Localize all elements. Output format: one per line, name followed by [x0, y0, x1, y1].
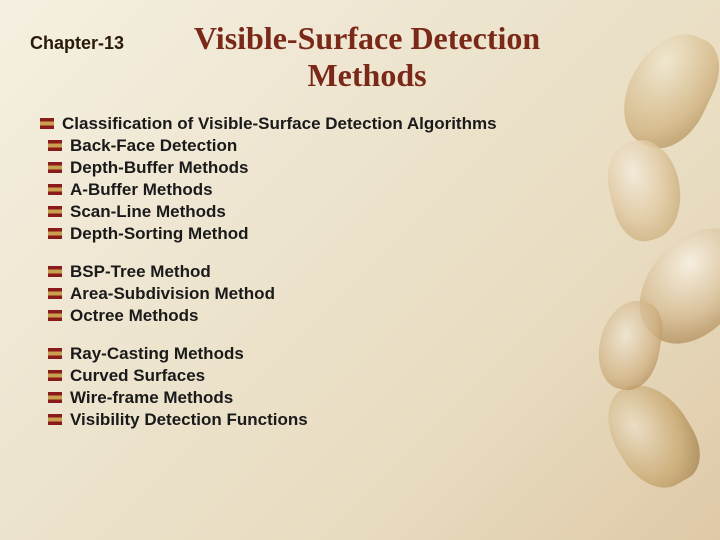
list-item-label: Scan-Line Methods [70, 202, 226, 222]
bullet-icon [48, 392, 62, 403]
slide-container: Chapter-13 Visible-Surface Detection Met… [0, 0, 720, 540]
list-item: Scan-Line Methods [30, 202, 680, 222]
bullet-icon [48, 184, 62, 195]
list-item: A-Buffer Methods [30, 180, 680, 200]
list-item: Depth-Buffer Methods [30, 158, 680, 178]
bullet-icon [40, 118, 54, 129]
list-item-label: Classification of Visible-Surface Detect… [62, 114, 497, 134]
list-item-label: Curved Surfaces [70, 366, 205, 386]
list-item-label: Back-Face Detection [70, 136, 237, 156]
chapter-label: Chapter-13 [30, 25, 124, 54]
bullet-icon [48, 228, 62, 239]
list-item: Octree Methods [30, 306, 680, 326]
content-area: Chapter-13 Visible-Surface Detection Met… [0, 0, 720, 468]
list-item: Wire-frame Methods [30, 388, 680, 408]
bullet-icon [48, 140, 62, 151]
list-item-label: Area-Subdivision Method [70, 284, 275, 304]
list-item: Visibility Detection Functions [30, 410, 680, 430]
bullet-icon [48, 266, 62, 277]
topic-section: BSP-Tree MethodArea-Subdivision MethodOc… [30, 262, 680, 326]
list-item-label: Visibility Detection Functions [70, 410, 308, 430]
bullet-icon [48, 370, 62, 381]
topics-list: Classification of Visible-Surface Detect… [30, 114, 680, 430]
list-item-label: Wire-frame Methods [70, 388, 233, 408]
list-item: Classification of Visible-Surface Detect… [30, 114, 680, 134]
list-item: Back-Face Detection [30, 136, 680, 156]
list-item: Curved Surfaces [30, 366, 680, 386]
bullet-icon [48, 162, 62, 173]
bullet-icon [48, 414, 62, 425]
list-item-label: Ray-Casting Methods [70, 344, 244, 364]
topic-section: Ray-Casting MethodsCurved SurfacesWire-f… [30, 344, 680, 430]
topic-section: Classification of Visible-Surface Detect… [30, 114, 680, 244]
list-item-label: A-Buffer Methods [70, 180, 213, 200]
list-item-label: BSP-Tree Method [70, 262, 211, 282]
slide-title: Visible-Surface Detection Methods [134, 20, 680, 94]
list-item-label: Depth-Sorting Method [70, 224, 248, 244]
list-item: Area-Subdivision Method [30, 284, 680, 304]
list-item-label: Depth-Buffer Methods [70, 158, 248, 178]
bullet-icon [48, 310, 62, 321]
list-item: BSP-Tree Method [30, 262, 680, 282]
bullet-icon [48, 288, 62, 299]
list-item-label: Octree Methods [70, 306, 198, 326]
bullet-icon [48, 206, 62, 217]
list-item: Ray-Casting Methods [30, 344, 680, 364]
bullet-icon [48, 348, 62, 359]
list-item: Depth-Sorting Method [30, 224, 680, 244]
slide-header: Chapter-13 Visible-Surface Detection Met… [30, 20, 680, 94]
